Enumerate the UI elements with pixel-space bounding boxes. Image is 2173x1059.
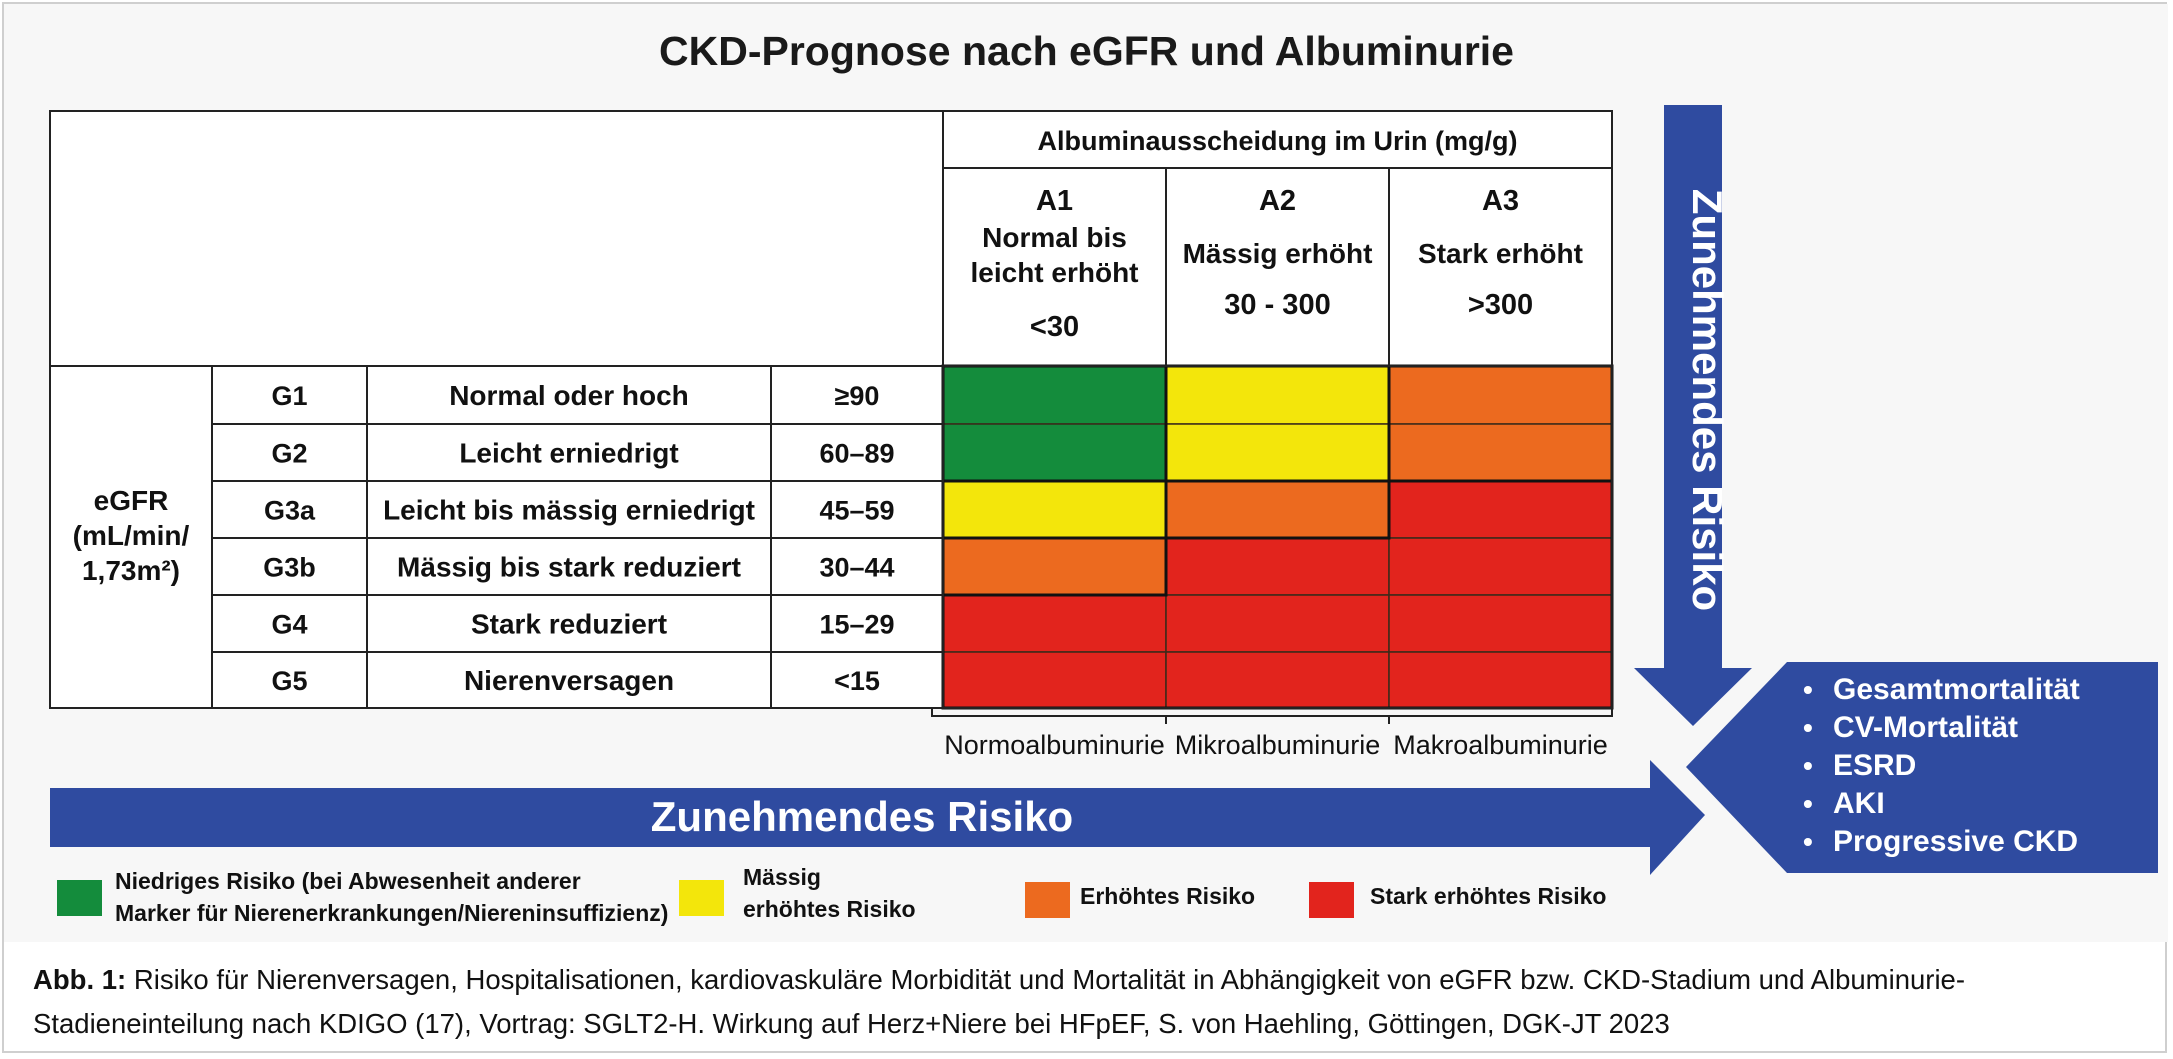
- albumin-range-a1: <30: [1030, 311, 1079, 343]
- vertical-risk-arrow: [1634, 105, 1752, 726]
- egfr-stage-g2: G2: [271, 439, 307, 469]
- legend-swatch-moderate: [679, 880, 724, 916]
- egfr-stage-g1: G1: [271, 381, 307, 411]
- risk-cell-g4-a2: [1165, 594, 1390, 653]
- albumin-code-a2: A2: [1259, 185, 1296, 217]
- outcome-item: Progressive CKD: [1833, 825, 2078, 858]
- vertical-arrow-label: Zunehmendes Risiko: [1684, 189, 1731, 611]
- albumin-code-a3: A3: [1482, 185, 1519, 217]
- egfr-range-g2: 60–89: [819, 439, 894, 469]
- caption-label: Abb. 1:: [33, 964, 127, 995]
- risk-cell-g1-a3: [1388, 365, 1613, 425]
- egfr-description-g2: Leicht erniedrigt: [459, 438, 678, 469]
- outcome-item: ESRD: [1833, 749, 1916, 782]
- egfr-description-g3a: Leicht bis mässig erniedrigt: [383, 495, 755, 526]
- egfr-stage-g3a: G3a: [264, 496, 316, 526]
- risk-cell-g1-a1: [942, 365, 1167, 425]
- risk-cell-g5-a2: [1165, 651, 1390, 709]
- legend-label-moderate: erhöhtes Risiko: [743, 896, 916, 922]
- figure-caption: Abb. 1: Risiko für Nierenversagen, Hospi…: [33, 958, 2143, 1046]
- risk-cell-g4-a1: [942, 594, 1167, 653]
- egfr-range-g3b: 30–44: [819, 553, 894, 583]
- albuminuria-bracket: [931, 708, 1613, 717]
- albumin-range-a3: >300: [1468, 289, 1533, 321]
- legend-label-very_high: Stark erhöhtes Risiko: [1370, 883, 1606, 909]
- risk-cell-g3a-a3: [1388, 480, 1613, 539]
- risk-cell-g2-a2: [1165, 423, 1390, 482]
- risk-cell-g2-a3: [1388, 423, 1613, 482]
- egfr-description-g1: Normal oder hoch: [449, 380, 689, 411]
- outcome-bullet: •: [1803, 674, 1813, 705]
- legend-swatch-very_high: [1309, 882, 1354, 918]
- legend-label-moderate: Mässig: [743, 864, 821, 890]
- albumin-label-a3: Stark erhöht: [1418, 238, 1583, 269]
- outcome-item: Gesamtmortalität: [1833, 673, 2080, 706]
- legend-swatch-high: [1025, 882, 1070, 918]
- risk-cell-g1-a2: [1165, 365, 1390, 425]
- risk-cell-g3b-a1: [942, 537, 1167, 596]
- risk-cell-g3b-a2: [1165, 537, 1390, 596]
- albumin-label-a1: leicht erhöht: [970, 257, 1138, 288]
- outcome-item: CV-Mortalität: [1833, 711, 2018, 744]
- moderate-risk-border: [943, 366, 1391, 540]
- albumin-range-a2: 30 - 300: [1224, 289, 1330, 321]
- outcome-bullet: •: [1803, 826, 1813, 857]
- legend-label-high: Erhöhtes Risiko: [1080, 883, 1255, 909]
- egfr-range-g4: 15–29: [819, 610, 894, 640]
- caption-text: Risiko für Nierenversagen, Hospitalisati…: [33, 964, 1966, 1039]
- egfr-description-g5: Nierenversagen: [464, 665, 674, 696]
- risk-cell-g3a-a2: [1165, 480, 1390, 539]
- figure-title: CKD-Prognose nach eGFR und Albuminurie: [659, 28, 1514, 74]
- egfr-axis-label: eGFR: [94, 485, 169, 516]
- table-outline: [49, 110, 1613, 709]
- egfr-range-g1: ≥90: [835, 381, 880, 411]
- outcome-bullet: •: [1803, 712, 1813, 743]
- egfr-description-g4: Stark reduziert: [471, 609, 667, 640]
- egfr-stage-g4: G4: [271, 610, 307, 640]
- albumin-label-a2: Mässig erhöht: [1183, 238, 1373, 269]
- albuminuria-class-a3: Makroalbuminurie: [1393, 730, 1608, 760]
- high-risk-border: [943, 479, 1612, 597]
- albumin-header: Albuminausscheidung im Urin (mg/g): [1037, 126, 1517, 156]
- horizontal-risk-arrow: [50, 760, 1705, 875]
- egfr-axis-label: 1,73m²): [82, 555, 180, 586]
- egfr-description-g3b: Mässig bis stark reduziert: [397, 552, 741, 583]
- albumin-code-a1: A1: [1036, 185, 1073, 217]
- egfr-stage-g5: G5: [271, 666, 307, 696]
- risk-cell-g3b-a3: [1388, 537, 1613, 596]
- legend-label-low: Niedriges Risiko (bei Abwesenheit andere…: [115, 868, 581, 894]
- risk-cell-g4-a3: [1388, 594, 1613, 653]
- risk-cell-g2-a1: [942, 423, 1167, 482]
- risk-cell-g3a-a1: [942, 480, 1167, 539]
- outcome-item: AKI: [1833, 787, 1885, 820]
- risk-cell-g5-a3: [1388, 651, 1613, 709]
- egfr-range-g3a: 45–59: [819, 496, 894, 526]
- legend-label-low: Marker für Nierenerkrankungen/Niereninsu…: [115, 900, 668, 926]
- albuminuria-class-a2: Mikroalbuminurie: [1175, 730, 1381, 760]
- outcome-bullet: •: [1803, 750, 1813, 781]
- risk-cell-g5-a1: [942, 651, 1167, 709]
- horizontal-arrow-label: Zunehmendes Risiko: [651, 793, 1073, 840]
- egfr-stage-g3b: G3b: [263, 553, 316, 583]
- outcomes-box: [1686, 662, 2158, 873]
- legend-swatch-low: [57, 880, 102, 916]
- albuminuria-class-a1: Normoalbuminurie: [944, 730, 1165, 760]
- egfr-range-g5: <15: [834, 666, 880, 696]
- outcome-bullet: •: [1803, 788, 1813, 819]
- albumin-label-a1: Normal bis: [982, 222, 1127, 253]
- egfr-axis-label: (mL/min/: [73, 520, 190, 551]
